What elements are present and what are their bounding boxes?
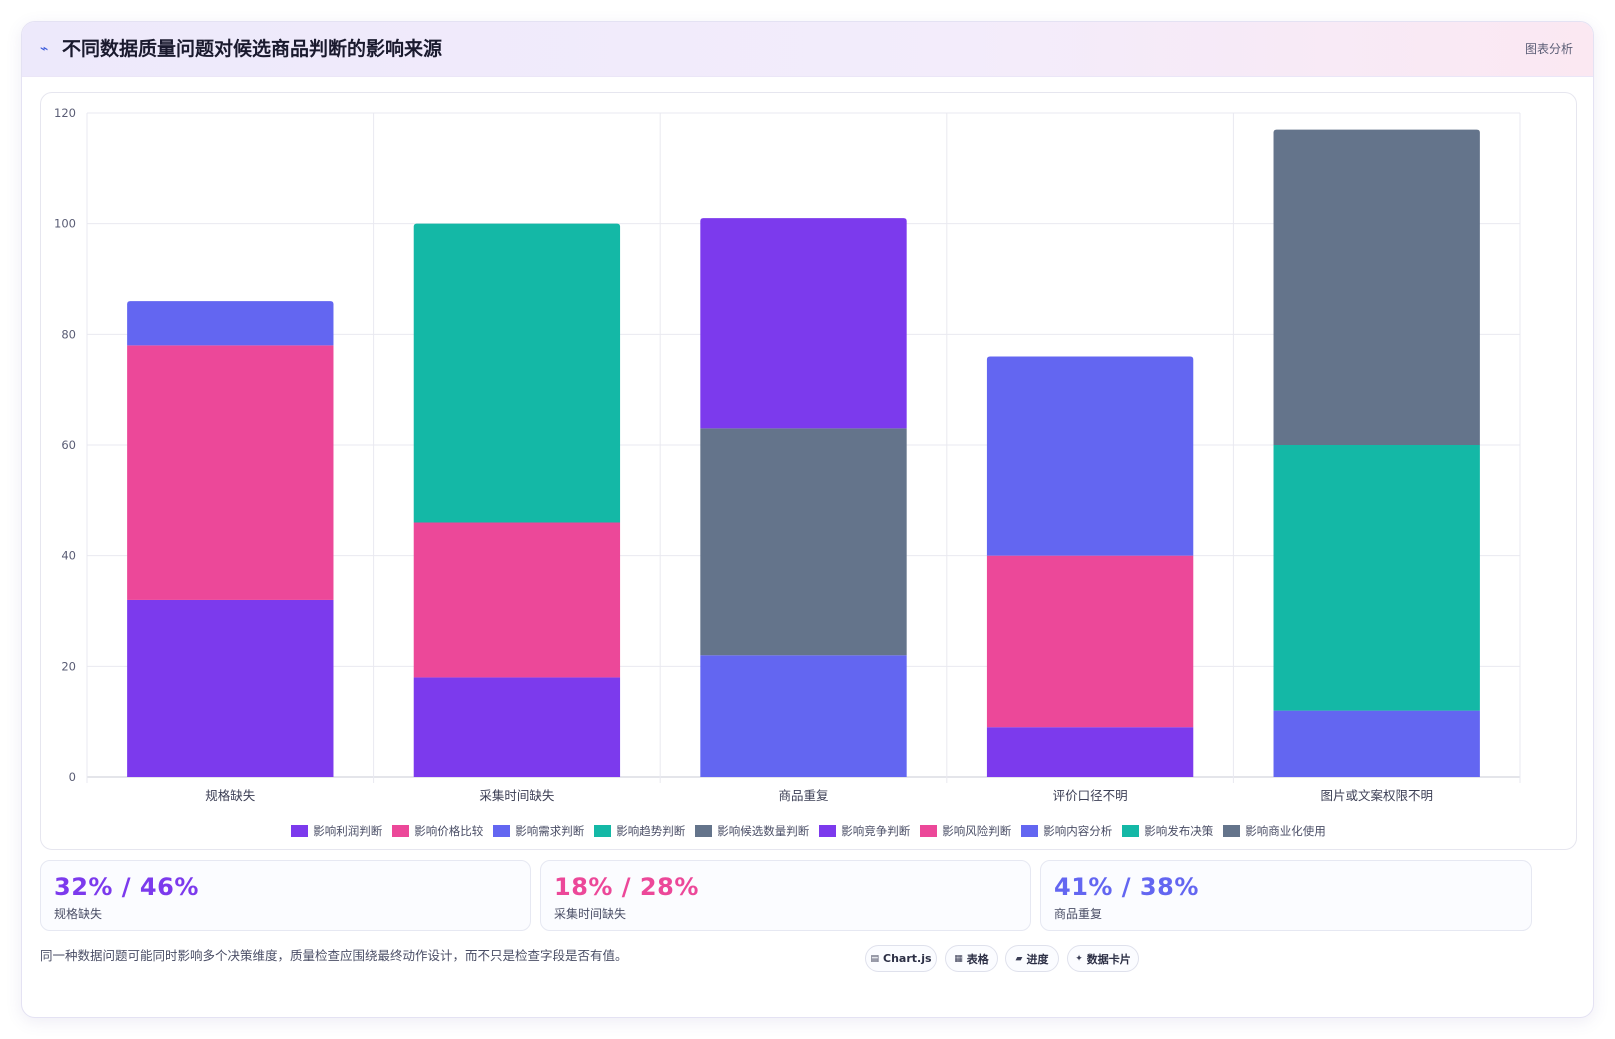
y-tick-label: 60 [61,438,76,452]
stat-card-time-missing: 18% / 28% 采集时间缺失 [540,860,1031,931]
stat-value: 32% / 46% [54,873,199,901]
y-tick-label: 100 [54,217,76,231]
pill-label: Chart.js [883,952,932,965]
legend-label: 影响风险判断 [942,824,1012,838]
pill-label: 进度 [1026,952,1049,966]
bar-segment [1273,129,1480,445]
bar-segment [986,356,1194,556]
chart-container: 0 20 40 60 80 100 120 规格缺失 采集时间缺失 商品重复 评价口径不明 图片或文案… [40,92,1577,850]
chart-icon: ▤ [870,953,879,964]
sparkline-icon: ⌁ [40,41,49,57]
legend-label: 影响需求判断 [515,824,585,838]
legend-item[interactable]: 影响发布决策 [1122,823,1213,839]
stat-label: 商品重复 [1054,907,1103,921]
legend-item[interactable]: 影响竞争判断 [819,823,910,839]
chart-legend: 影响利润判断 影响价格比较 影响需求判断 影响趋势判断 影响候选数量判断 影响竞争判断 影响… [41,821,1576,841]
bar-segment [413,677,621,777]
legend-swatch [1122,825,1140,837]
stat-card-duplicate: 41% / 38% 商品重复 [1040,860,1532,931]
bar-segment [700,428,907,656]
progress-icon: ▰ [1015,953,1023,964]
legend-item[interactable]: 影响风险判断 [920,823,1011,839]
legend-label: 影响竞争判断 [841,824,911,838]
table-icon: ▦ [954,953,963,964]
legend-label: 影响候选数量判断 [717,824,810,838]
bar-segment [1273,445,1480,711]
legend-label: 影响趋势判断 [616,824,686,838]
x-tick-label: 采集时间缺失 [479,788,555,803]
stat-value: 41% / 38% [1054,873,1199,901]
legend-item[interactable]: 影响价格比较 [392,823,483,839]
legend-swatch [392,825,410,837]
legend-label: 影响价格比较 [414,824,484,838]
chartjs-pill[interactable]: ▤ Chart.js [865,945,937,972]
footer-note: 同一种数据问题可能同时影响多个决策维度，质量检查应围绕最终动作设计，而不只是检查… [40,948,628,963]
stat-label: 规格缺失 [54,907,103,921]
stat-card-spec-missing: 32% / 46% 规格缺失 [40,860,531,931]
bar-segment [127,301,334,346]
bar-segment [1273,710,1480,777]
legend-item[interactable]: 影响内容分析 [1021,823,1112,839]
data-card-pill[interactable]: ✦ 数据卡片 [1067,945,1139,972]
chart-analysis-tag: 图表分析 [1524,42,1573,56]
page-title: 不同数据质量问题对候选商品判断的影响来源 [62,38,443,60]
table-pill[interactable]: ▦ 表格 [945,945,998,972]
chart-card: ⌁ 不同数据质量问题对候选商品判断的影响来源 图表分析 0 20 40 60 80 100… [21,21,1594,1018]
y-tick-label: 40 [61,549,76,563]
legend-swatch [493,825,511,837]
legend-label: 影响发布决策 [1144,824,1214,838]
bar-segment [700,218,907,429]
y-tick-label: 20 [61,659,76,673]
legend-label: 影响利润判断 [313,824,383,838]
x-tick-label: 图片或文案权限不明 [1320,788,1433,803]
data-card-icon: ✦ [1075,953,1083,964]
legend-label: 影响内容分析 [1043,824,1113,838]
card-header: ⌁ 不同数据质量问题对候选商品判断的影响来源 图表分析 [22,22,1593,77]
legend-swatch [1223,825,1241,837]
x-tick-label: 规格缺失 [205,788,256,803]
legend-item[interactable]: 影响商业化使用 [1223,823,1326,839]
x-tick-label: 评价口径不明 [1053,788,1128,803]
stacked-bar-chart: 0 20 40 60 80 100 120 规格缺失 采集时间缺失 商品重复 评价口径不明 图片或文案… [54,106,1521,803]
bar-segment [986,727,1194,777]
pill-label: 表格 [966,952,989,966]
legend-label: 影响商业化使用 [1245,824,1326,838]
legend-swatch [291,825,309,837]
legend-swatch [920,825,938,837]
bar-segment [700,655,907,777]
x-tick-label: 商品重复 [778,788,829,803]
y-tick-label: 0 [69,770,76,784]
legend-item[interactable]: 影响趋势判断 [594,823,685,839]
bar-segment [413,522,621,678]
legend-item[interactable]: 影响候选数量判断 [695,823,809,839]
legend-swatch [695,825,713,837]
pill-label: 数据卡片 [1086,952,1131,966]
bar-segment [413,223,621,523]
legend-item[interactable]: 影响利润判断 [291,823,382,839]
legend-swatch [594,825,612,837]
legend-swatch [819,825,837,837]
y-tick-label: 120 [54,106,76,120]
bar-segment [127,345,334,600]
stat-value: 18% / 28% [554,873,699,901]
bar-segment [986,555,1194,728]
legend-item[interactable]: 影响需求判断 [493,823,584,839]
progress-pill[interactable]: ▰ 进度 [1005,945,1059,972]
y-tick-label: 80 [61,327,76,341]
stat-label: 采集时间缺失 [554,907,627,921]
legend-swatch [1021,825,1039,837]
bar-segment [127,599,334,777]
